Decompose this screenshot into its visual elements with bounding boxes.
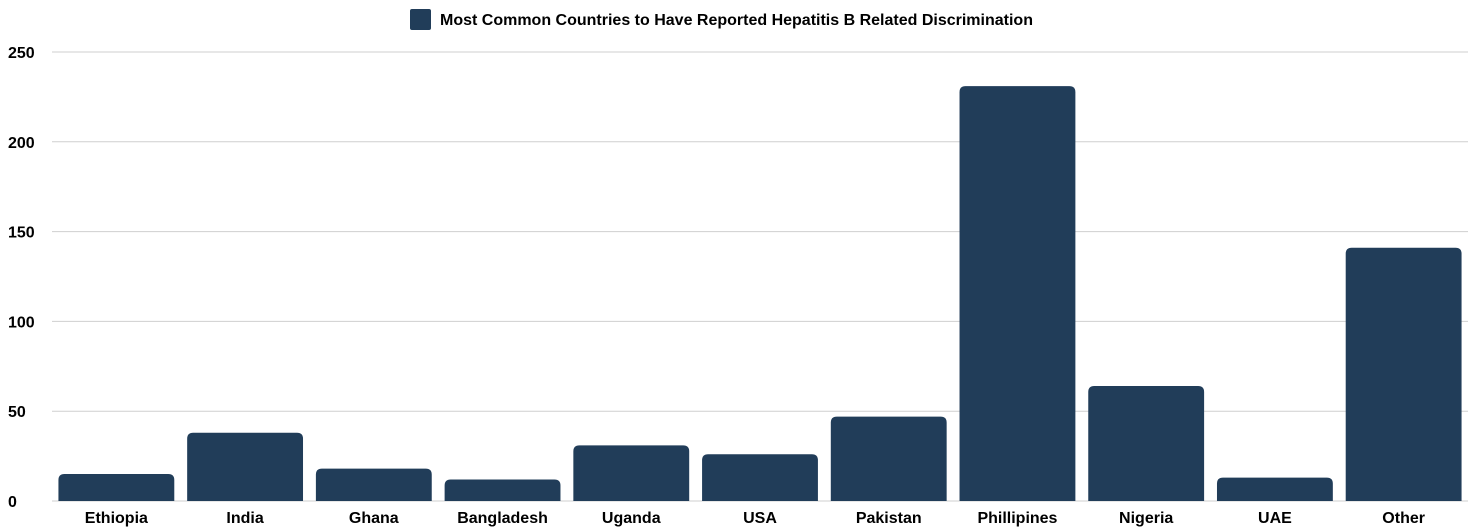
y-tick-label: 250 [8,45,35,62]
bar-uganda [573,445,690,501]
bar-nigeria [1088,386,1205,501]
x-tick-label: Phillipines [977,510,1057,527]
bar-phillipines [959,86,1076,502]
x-tick-label: Uganda [602,510,661,527]
x-tick-label: USA [743,510,777,527]
bar-uae [1216,477,1333,501]
x-tick-label: Pakistan [856,510,922,527]
bar-ethiopia [58,474,175,501]
bar-pakistan [830,416,947,501]
bar-bangladesh [444,479,561,501]
bars [58,86,1462,502]
bar-india [187,432,304,501]
x-tick-label: UAE [1258,510,1292,527]
y-tick-label: 200 [8,135,35,152]
y-tick-label: 50 [8,404,26,421]
y-tick-label: 0 [8,494,17,511]
x-tick-label: Nigeria [1119,510,1173,527]
x-tick-label: Other [1382,510,1425,527]
legend-swatch [410,9,431,30]
y-axis-ticks: 0 50 100 150 200 250 [8,45,35,511]
x-tick-label: Bangladesh [457,510,548,527]
legend: Most Common Countries to Have Reported H… [410,9,1033,30]
legend-label: Most Common Countries to Have Reported H… [440,12,1033,29]
bar-usa [702,454,818,501]
x-axis-ticks: Ethiopia India Ghana Bangladesh Uganda USA Pak… [85,510,1425,527]
x-tick-label: Ethiopia [85,510,148,527]
x-tick-label: India [226,510,263,527]
bar-other [1345,247,1462,501]
y-tick-label: 100 [8,314,35,331]
x-tick-label: Ghana [349,510,399,527]
y-tick-label: 150 [8,225,35,242]
bar-ghana [315,468,432,501]
